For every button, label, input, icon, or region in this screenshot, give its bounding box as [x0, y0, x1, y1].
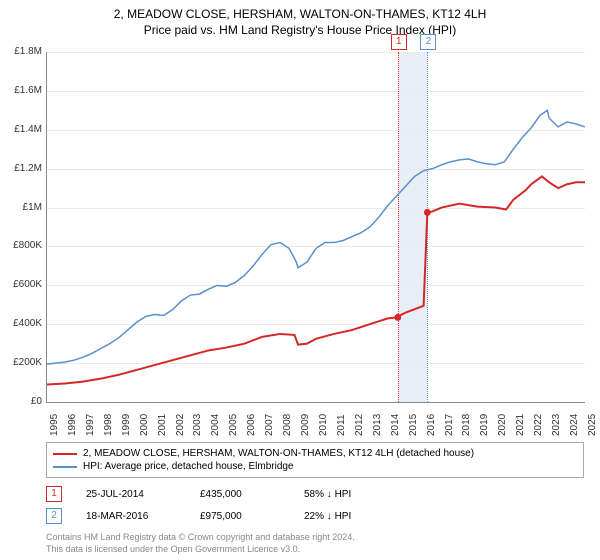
legend-label-price-paid: 2, MEADOW CLOSE, HERSHAM, WALTON-ON-THAM… [83, 448, 474, 459]
x-axis-label: 2019 [479, 414, 490, 436]
x-axis-label: 1999 [121, 414, 132, 436]
legend-swatch-price-paid [53, 453, 77, 455]
x-axis-label: 2010 [318, 414, 329, 436]
transaction-date-2: 18-MAR-2016 [86, 511, 176, 522]
x-axis-label: 2003 [192, 414, 203, 436]
transaction-delta-2: 22% ↓ HPI [304, 511, 351, 522]
x-axis-label: 2020 [497, 414, 508, 436]
transaction-row-2: 2 18-MAR-2016 £975,000 22% ↓ HPI [46, 508, 584, 524]
x-axis-label: 1998 [103, 414, 114, 436]
x-axis-label: 2014 [390, 414, 401, 436]
copyright-notice: Contains HM Land Registry data © Crown c… [46, 532, 584, 555]
y-axis-label: £1.4M [2, 124, 42, 135]
transaction-row-1: 1 25-JUL-2014 £435,000 58% ↓ HPI [46, 486, 584, 502]
copyright-line1: Contains HM Land Registry data © Crown c… [46, 532, 355, 542]
y-axis-label: £1.8M [2, 46, 42, 57]
chart-title: 2, MEADOW CLOSE, HERSHAM, WALTON-ON-THAM… [0, 0, 600, 38]
y-axis-label: £400K [2, 318, 42, 329]
legend-item-hpi: HPI: Average price, detached house, Elmb… [53, 460, 577, 473]
x-axis-label: 2024 [569, 414, 580, 436]
y-axis-label: £600K [2, 279, 42, 290]
x-axis-label: 2001 [157, 414, 168, 436]
transaction-date-1: 25-JUL-2014 [86, 489, 176, 500]
series-price_paid [47, 176, 585, 384]
x-axis-label: 1997 [85, 414, 96, 436]
x-axis-label: 2012 [354, 414, 365, 436]
x-axis-label: 2018 [461, 414, 472, 436]
x-axis-label: 2006 [246, 414, 257, 436]
legend-label-hpi: HPI: Average price, detached house, Elmb… [83, 461, 294, 472]
y-axis-label: £1.6M [2, 85, 42, 96]
chart-legend: 2, MEADOW CLOSE, HERSHAM, WALTON-ON-THAM… [46, 442, 584, 478]
y-axis-label: £200K [2, 357, 42, 368]
x-axis-label: 2023 [551, 414, 562, 436]
x-axis-label: 2000 [139, 414, 150, 436]
title-line2: Price paid vs. HM Land Registry's House … [0, 22, 600, 38]
x-axis-label: 1995 [49, 414, 60, 436]
x-axis-label: 2015 [408, 414, 419, 436]
x-axis-label: 1996 [67, 414, 78, 436]
x-axis-label: 2005 [228, 414, 239, 436]
x-axis-label: 2013 [372, 414, 383, 436]
title-line1: 2, MEADOW CLOSE, HERSHAM, WALTON-ON-THAM… [0, 6, 600, 22]
x-axis-label: 2007 [264, 414, 275, 436]
x-axis-label: 2016 [426, 414, 437, 436]
chart-svg [47, 52, 585, 402]
x-axis-label: 2017 [444, 414, 455, 436]
y-axis-label: £800K [2, 240, 42, 251]
x-axis-label: 2002 [175, 414, 186, 436]
x-axis-label: 2022 [533, 414, 544, 436]
transaction-price-2: £975,000 [200, 511, 280, 522]
transaction-marker-1: 1 [46, 486, 62, 502]
y-axis-label: £1.2M [2, 163, 42, 174]
x-axis-label: 2008 [282, 414, 293, 436]
x-axis-label: 2004 [210, 414, 221, 436]
copyright-line2: This data is licensed under the Open Gov… [46, 544, 300, 554]
transaction-delta-1: 58% ↓ HPI [304, 489, 351, 500]
x-axis-label: 2021 [515, 414, 526, 436]
x-axis-label: 2025 [587, 414, 598, 436]
series-hpi [47, 110, 585, 364]
y-axis-label: £1M [2, 202, 42, 213]
transaction-marker-2: 2 [46, 508, 62, 524]
y-axis-label: £0 [2, 396, 42, 407]
chart-marker-1: 1 [391, 34, 407, 50]
x-axis-label: 2011 [336, 414, 347, 436]
transaction-price-1: £435,000 [200, 489, 280, 500]
chart-plot-area: 12 [46, 52, 585, 403]
chart-marker-2: 2 [420, 34, 436, 50]
legend-swatch-hpi [53, 466, 77, 468]
x-axis-label: 2009 [300, 414, 311, 436]
legend-item-price-paid: 2, MEADOW CLOSE, HERSHAM, WALTON-ON-THAM… [53, 447, 577, 460]
